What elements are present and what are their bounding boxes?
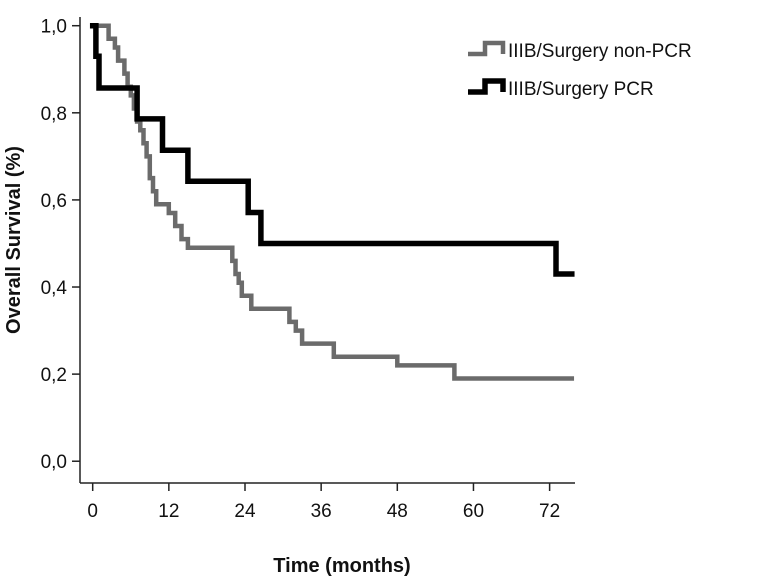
y-tick-label: 0,6 [41,191,67,212]
legend-label: IIIB/Surgery PCR [508,79,654,100]
legend: IIIB/Surgery non-PCR IIIB/Surgery PCR [468,40,692,100]
axes: 0,0 0,2 0,4 0,6 0,8 1,0 0 12 24 36 48 60 72 [41,17,575,522]
legend-swatch [468,40,506,57]
x-tick-label: 60 [463,501,484,522]
x-tick-label: 0 [87,501,98,522]
x-tick-label: 48 [387,501,408,522]
y-axis-title: Overall Survival (%) [3,146,25,334]
x-tick-label: 36 [311,501,332,522]
x-tick-label: 72 [539,501,560,522]
x-axis-title: Time (months) [273,555,410,577]
legend-swatch [468,78,506,95]
series-line-non-pcr [90,23,575,381]
y-tick-label: 1,0 [41,17,67,38]
x-tick-label: 24 [234,501,256,522]
y-tick-label: 0,2 [41,365,67,386]
y-tick-label: 0,4 [41,278,68,299]
series-lines [89,22,575,381]
y-tick-label: 0,8 [41,104,67,125]
legend-label: IIIB/Surgery non-PCR [508,41,692,62]
series-line-pcr [89,22,575,277]
axis-titles: Time (months) Overall Survival (%) [3,146,411,577]
x-tick-label: 12 [158,501,179,522]
y-tick-label: 0,0 [41,452,67,473]
